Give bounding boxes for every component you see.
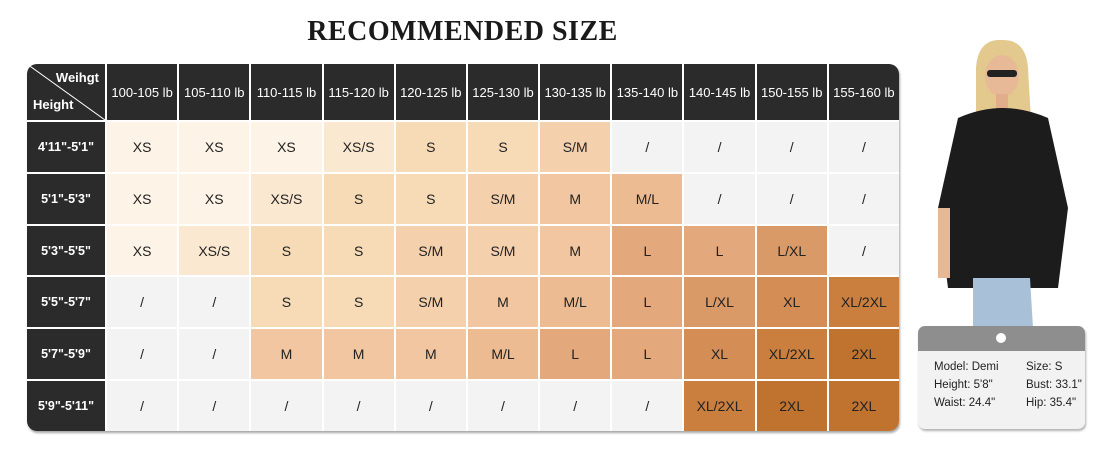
size-cell: S bbox=[323, 225, 394, 276]
weight-column-header: 115-120 lb bbox=[323, 64, 394, 120]
size-cell: 2XL bbox=[756, 381, 827, 431]
size-cell: XL bbox=[684, 329, 755, 380]
weight-column-header: 140-145 lb bbox=[684, 64, 755, 120]
diagonal-divider bbox=[27, 64, 105, 120]
model-waist: Waist: 24.4" bbox=[934, 397, 996, 409]
size-cell: / bbox=[756, 122, 827, 172]
size-cell: M/L bbox=[612, 173, 683, 224]
tag-hole-icon bbox=[996, 333, 1006, 343]
size-cell: / bbox=[107, 277, 178, 328]
size-cell: / bbox=[756, 173, 827, 224]
size-cell: XS bbox=[107, 122, 178, 172]
weight-axis-label: Weihgt bbox=[55, 70, 99, 85]
size-cell: / bbox=[828, 173, 899, 224]
size-cell: L bbox=[540, 329, 611, 380]
size-cell: / bbox=[612, 381, 683, 431]
size-cell: / bbox=[179, 329, 250, 380]
size-chart-table: Weihgt Height 100-105 lb 105-110 lb 110-11… bbox=[27, 64, 899, 431]
size-cell: / bbox=[107, 381, 178, 431]
size-cell: S bbox=[323, 173, 394, 224]
size-cell: M bbox=[467, 277, 539, 328]
size-cell: XS bbox=[107, 225, 178, 276]
model-height: Height: 5'8" bbox=[934, 379, 993, 391]
size-cell: XS bbox=[179, 173, 250, 224]
size-cell: M bbox=[251, 329, 322, 380]
size-cell: M/L bbox=[540, 277, 611, 328]
weight-column-header: 135-140 lb bbox=[612, 64, 683, 120]
weight-column-header: 130-135 lb bbox=[540, 64, 611, 120]
size-cell: S bbox=[395, 122, 466, 172]
model-size: Size: S bbox=[1026, 361, 1063, 373]
size-cell: L/XL bbox=[684, 277, 755, 328]
size-cell: M bbox=[323, 329, 394, 380]
size-cell: S bbox=[251, 277, 322, 328]
size-cell: XS bbox=[251, 122, 322, 172]
size-cell: / bbox=[395, 381, 466, 431]
height-row-header: 5'1"-5'3" bbox=[27, 173, 105, 224]
weight-column-header: 125-130 lb bbox=[467, 64, 539, 120]
size-cell: M bbox=[395, 329, 466, 380]
model-name: Model: Demi bbox=[934, 361, 999, 373]
height-row-header: 5'9"-5'11" bbox=[27, 381, 105, 431]
size-cell: S/M bbox=[395, 225, 466, 276]
size-cell: S/M bbox=[467, 173, 539, 224]
size-cell: XL/2XL bbox=[684, 381, 755, 431]
size-cell: M/L bbox=[467, 329, 539, 380]
size-cell: S bbox=[323, 277, 394, 328]
size-cell: XS/S bbox=[179, 225, 250, 276]
size-cell: L bbox=[612, 329, 683, 380]
size-cell: / bbox=[467, 381, 539, 431]
height-row-header: 5'3"-5'5" bbox=[27, 225, 105, 276]
model-info-card: Model: Demi Size: S Height: 5'8" Bust: 3… bbox=[918, 326, 1085, 429]
size-cell: / bbox=[828, 225, 899, 276]
size-cell: M bbox=[540, 173, 611, 224]
height-row-header: 4'11"-5'1" bbox=[27, 122, 105, 172]
size-cell: M bbox=[540, 225, 611, 276]
weight-column-header: 150-155 lb bbox=[756, 64, 827, 120]
size-cell: L bbox=[612, 225, 683, 276]
height-row-header: 5'7"-5'9" bbox=[27, 329, 105, 380]
size-cell: / bbox=[107, 329, 178, 380]
card-header-bar bbox=[918, 326, 1085, 351]
page-title: RECOMMENDED SIZE bbox=[307, 16, 618, 47]
size-cell: L/XL bbox=[756, 225, 827, 276]
weight-column-header: 120-125 lb bbox=[395, 64, 466, 120]
size-cell: / bbox=[179, 381, 250, 431]
size-cell: S/M bbox=[395, 277, 466, 328]
weight-column-header: 105-110 lb bbox=[179, 64, 250, 120]
size-cell: XS bbox=[179, 122, 250, 172]
size-cell: L bbox=[684, 225, 755, 276]
weight-column-header: 110-115 lb bbox=[251, 64, 322, 120]
size-cell: XS bbox=[107, 173, 178, 224]
size-cell: S bbox=[395, 173, 466, 224]
size-cell: / bbox=[540, 381, 611, 431]
size-cell: XS/S bbox=[251, 173, 322, 224]
size-cell: / bbox=[684, 122, 755, 172]
size-cell: / bbox=[323, 381, 394, 431]
table-corner-header: Weihgt Height bbox=[27, 64, 105, 120]
size-cell: / bbox=[179, 277, 250, 328]
model-photo bbox=[918, 28, 1088, 328]
model-hip: Hip: 35.4" bbox=[1026, 397, 1077, 409]
size-cell: 2XL bbox=[828, 381, 899, 431]
size-cell: S bbox=[467, 122, 539, 172]
weight-column-header: 155-160 lb bbox=[828, 64, 899, 120]
weight-column-header: 100-105 lb bbox=[107, 64, 178, 120]
size-cell: / bbox=[612, 122, 683, 172]
size-cell: S/M bbox=[540, 122, 611, 172]
height-row-header: 5'5"-5'7" bbox=[27, 277, 105, 328]
size-cell: XS/S bbox=[323, 122, 394, 172]
size-cell: S bbox=[251, 225, 322, 276]
size-cell: XL/2XL bbox=[828, 277, 899, 328]
size-cell: XL/2XL bbox=[756, 329, 827, 380]
size-cell: / bbox=[828, 122, 899, 172]
size-cell: L bbox=[612, 277, 683, 328]
height-axis-label: Height bbox=[33, 97, 74, 112]
model-bust: Bust: 33.1" bbox=[1026, 379, 1082, 391]
size-cell: XL bbox=[756, 277, 827, 328]
size-cell: / bbox=[251, 381, 322, 431]
size-cell: S/M bbox=[467, 225, 539, 276]
size-cell: 2XL bbox=[828, 329, 899, 380]
size-cell: / bbox=[684, 173, 755, 224]
